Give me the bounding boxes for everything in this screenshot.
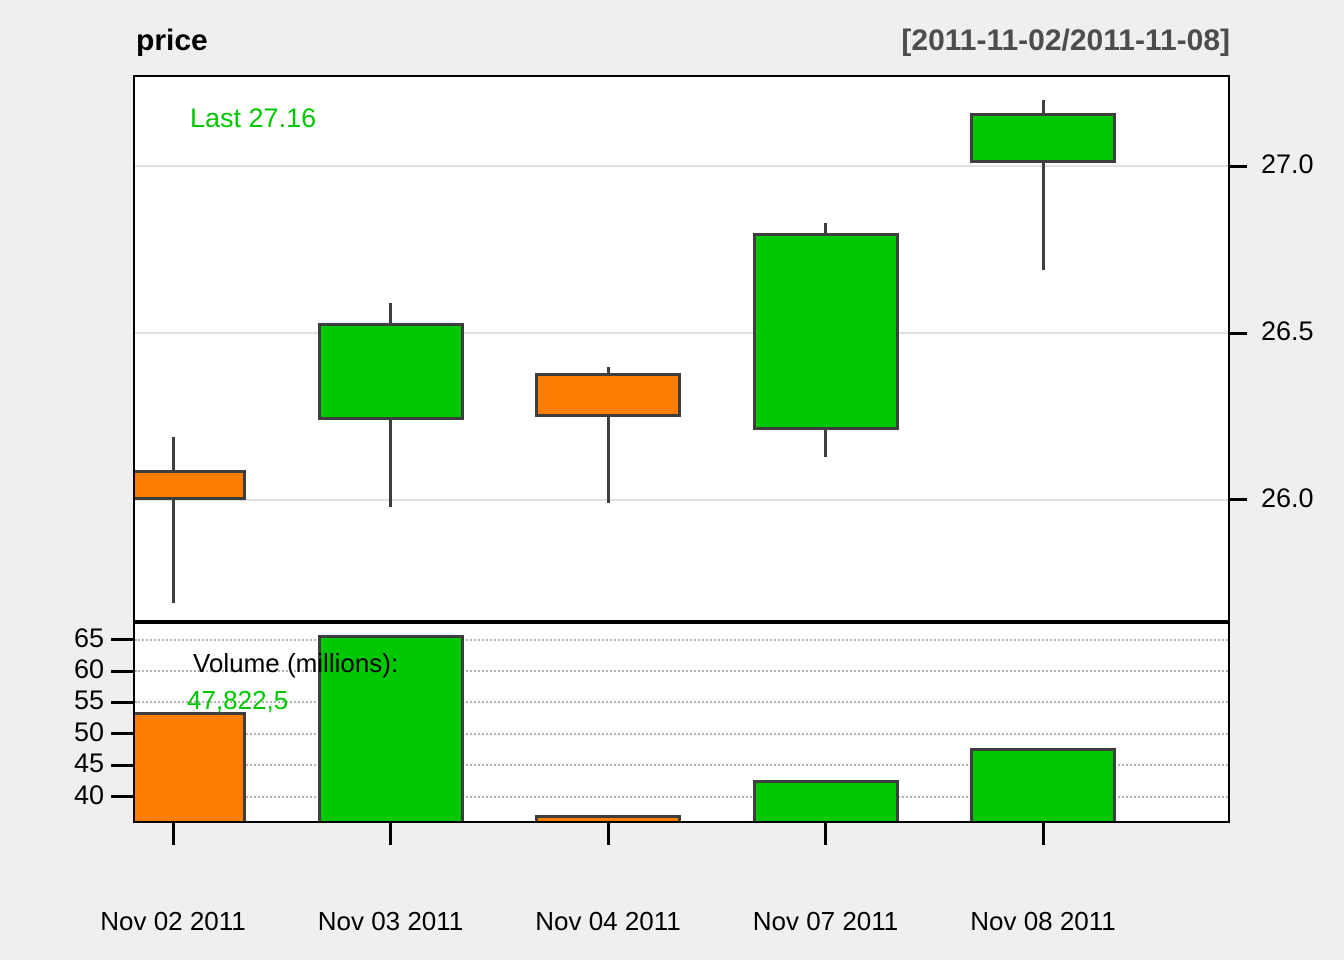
volume-bar bbox=[317, 635, 464, 821]
volume-axis-tick bbox=[111, 700, 133, 704]
x-axis-tick-label: Nov 03 2011 bbox=[317, 906, 464, 936]
x-axis-tick-label: Nov 04 2011 bbox=[535, 906, 681, 936]
price-axis-tick-label: 26.0 bbox=[1261, 482, 1314, 513]
volume-axis-tick-label: 60 bbox=[73, 654, 104, 685]
date-range-label: [2011-11-02/2011-11-08] bbox=[901, 24, 1230, 57]
last-volume-value: 47,822,5 bbox=[187, 685, 289, 715]
volume-gridline bbox=[135, 764, 1228, 767]
volume-axis-tick bbox=[111, 763, 133, 767]
volume-bar bbox=[752, 779, 899, 821]
last-price-label: Last 27.16 bbox=[190, 103, 317, 133]
candle-wick bbox=[171, 436, 175, 604]
candle-wick bbox=[1041, 99, 1045, 270]
x-axis-tick bbox=[389, 823, 392, 845]
candle-wick bbox=[606, 366, 610, 504]
price-gridline bbox=[135, 165, 1228, 168]
price-axis-tick bbox=[1228, 164, 1247, 168]
volume-gridline bbox=[135, 732, 1228, 735]
x-axis-tick-label: Nov 07 2011 bbox=[752, 906, 899, 936]
volume-gridline bbox=[135, 670, 1228, 673]
candle-body bbox=[752, 233, 899, 430]
price-axis-tick bbox=[1228, 331, 1247, 335]
volume-gridline bbox=[135, 638, 1228, 641]
volume-panel: Volume (millions): 47,822,5 bbox=[133, 622, 1230, 823]
x-axis-tick bbox=[1041, 823, 1045, 845]
price-gridline bbox=[135, 498, 1228, 501]
volume-bar bbox=[970, 747, 1116, 821]
x-axis-tick bbox=[824, 823, 827, 845]
volume-gridline bbox=[135, 701, 1228, 704]
volume-axis-tick bbox=[111, 669, 133, 673]
volume-axis-tick-label: 45 bbox=[73, 748, 104, 779]
candle-body bbox=[135, 469, 246, 500]
volume-gridline bbox=[135, 795, 1228, 798]
price-gridline bbox=[135, 332, 1228, 335]
x-axis-tick-label: Nov 02 2011 bbox=[100, 906, 246, 936]
volume-axis-tick-label: 50 bbox=[73, 716, 104, 747]
volume-axis-tick bbox=[111, 732, 133, 736]
price-axis-tick bbox=[1228, 498, 1247, 502]
candle-body bbox=[317, 323, 464, 420]
volume-label: Volume (millions): bbox=[193, 648, 399, 678]
volume-axis-tick-label: 65 bbox=[73, 622, 104, 653]
volume-bar bbox=[535, 815, 681, 821]
x-axis-tick-label: Nov 08 2011 bbox=[970, 906, 1116, 936]
x-axis-tick bbox=[171, 823, 175, 845]
price-axis-tick-label: 27.0 bbox=[1261, 149, 1314, 180]
x-axis-tick bbox=[606, 823, 610, 845]
candle-body bbox=[535, 373, 681, 417]
volume-axis-tick-label: 55 bbox=[73, 685, 104, 716]
price-panel: Last 27.16 bbox=[133, 75, 1230, 622]
volume-axis-tick-label: 40 bbox=[73, 779, 104, 810]
volume-axis-tick bbox=[111, 638, 133, 642]
candle-body bbox=[970, 113, 1116, 164]
chart-title: price bbox=[136, 24, 208, 57]
volume-axis-tick bbox=[111, 795, 133, 799]
price-axis-tick-label: 26.5 bbox=[1261, 316, 1314, 347]
volume-bar bbox=[135, 712, 246, 821]
